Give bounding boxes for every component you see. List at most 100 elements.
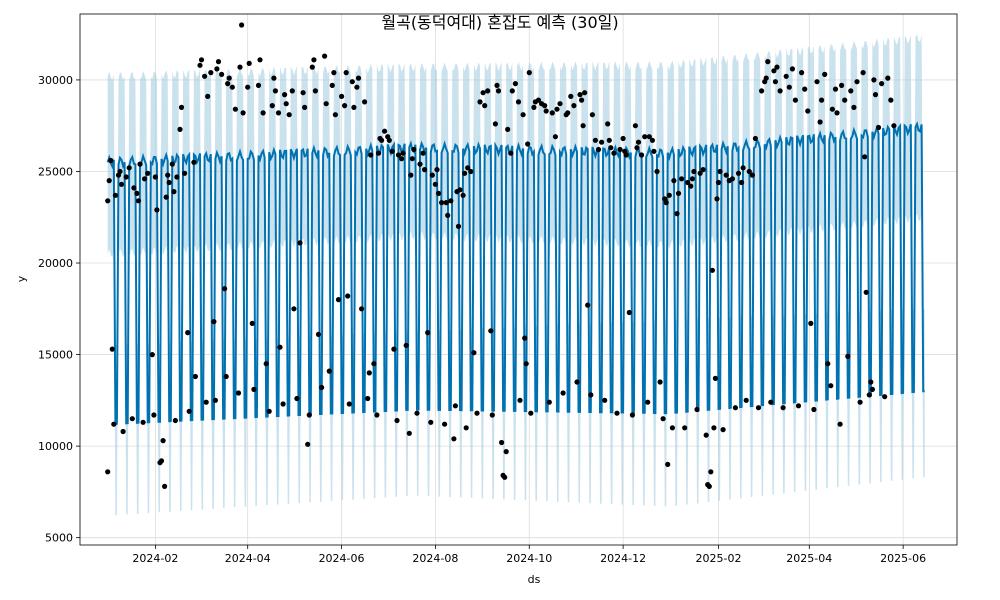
observed-point — [508, 150, 514, 156]
observed-point — [802, 86, 808, 92]
observed-point — [374, 412, 380, 418]
observed-point — [203, 399, 209, 405]
observed-point — [565, 110, 571, 116]
observed-point — [152, 174, 158, 180]
observed-point — [605, 121, 611, 127]
observed-point — [229, 84, 235, 90]
observed-point — [814, 79, 820, 85]
observed-point — [589, 112, 596, 118]
observed-point — [654, 168, 660, 175]
observed-point — [885, 75, 891, 81]
observed-point — [420, 150, 426, 156]
observed-point — [888, 97, 894, 103]
observed-point — [588, 392, 594, 398]
observed-point — [715, 179, 722, 186]
observed-point — [708, 469, 714, 475]
observed-point — [523, 361, 529, 367]
observed-point — [729, 176, 736, 182]
observed-point — [759, 88, 765, 94]
observed-point — [182, 170, 188, 176]
x-tick-label: 2025-06 — [880, 552, 926, 565]
observed-point — [495, 88, 502, 94]
observed-point — [502, 474, 508, 480]
observed-point — [452, 403, 458, 409]
observed-point — [394, 417, 400, 424]
observed-point — [174, 174, 180, 180]
observed-point — [277, 344, 283, 350]
observed-point — [343, 70, 349, 76]
observed-point — [623, 152, 629, 158]
observed-point — [777, 88, 783, 94]
observed-point — [439, 200, 445, 206]
observed-point — [215, 59, 222, 65]
observed-point — [763, 75, 769, 81]
observed-point — [477, 99, 483, 105]
observed-point — [362, 99, 368, 105]
observed-point — [354, 84, 360, 90]
observed-point — [322, 53, 328, 59]
observed-point — [280, 401, 286, 407]
observed-point — [400, 150, 406, 156]
observed-point — [443, 200, 449, 206]
observed-point — [108, 157, 114, 164]
observed-point — [109, 346, 115, 352]
observed-point — [832, 86, 839, 92]
observed-point — [543, 108, 549, 114]
observed-point — [768, 399, 774, 405]
observed-point — [706, 483, 712, 489]
observed-point — [391, 346, 397, 352]
observed-point — [409, 156, 415, 162]
observed-point — [106, 178, 112, 184]
observed-point — [489, 412, 495, 418]
y-axis-label: y — [15, 275, 28, 282]
observed-point — [260, 110, 266, 116]
observed-point — [331, 70, 337, 76]
observed-point — [871, 77, 877, 83]
observed-point — [577, 92, 583, 98]
observed-point — [414, 410, 420, 416]
observed-point — [135, 198, 142, 204]
observed-point — [663, 200, 669, 206]
observed-point — [669, 425, 676, 431]
observed-point — [197, 62, 203, 68]
observed-point — [245, 84, 251, 90]
observed-point — [817, 119, 823, 125]
observed-point — [395, 152, 402, 158]
observed-point — [780, 405, 786, 411]
observed-point — [225, 81, 231, 87]
observed-point — [312, 88, 318, 94]
observed-point — [463, 425, 469, 431]
observed-point — [214, 66, 220, 72]
observed-point — [752, 135, 759, 142]
chart-title: 월곡(동덕여대) 혼잡도 예측 (30일) — [381, 13, 618, 32]
observed-point — [379, 137, 385, 143]
observed-point — [772, 79, 779, 85]
y-tick-label: 25000 — [38, 165, 73, 178]
observed-point — [178, 104, 185, 110]
observed-point — [503, 449, 509, 455]
observed-point — [266, 408, 272, 414]
observed-point — [319, 384, 325, 391]
observed-point — [126, 165, 132, 171]
y-tick-label: 15000 — [38, 349, 73, 362]
observed-point — [406, 430, 412, 436]
observed-point — [688, 183, 694, 189]
observed-point — [371, 361, 377, 367]
observed-point — [112, 192, 118, 198]
observed-point — [351, 104, 357, 110]
x-tick-label: 2024-08 — [412, 552, 458, 565]
observed-point — [451, 436, 457, 442]
observed-point — [311, 57, 317, 63]
observed-point — [515, 99, 522, 105]
observed-point — [460, 192, 466, 198]
observed-point — [403, 342, 409, 348]
observed-point — [557, 101, 563, 107]
observed-point — [795, 403, 802, 409]
observed-point — [522, 335, 528, 341]
observed-point — [468, 168, 474, 175]
observed-point — [375, 150, 382, 156]
observed-point — [786, 84, 792, 90]
observed-point — [520, 112, 526, 118]
observed-point — [571, 103, 577, 109]
observed-point — [774, 64, 780, 70]
